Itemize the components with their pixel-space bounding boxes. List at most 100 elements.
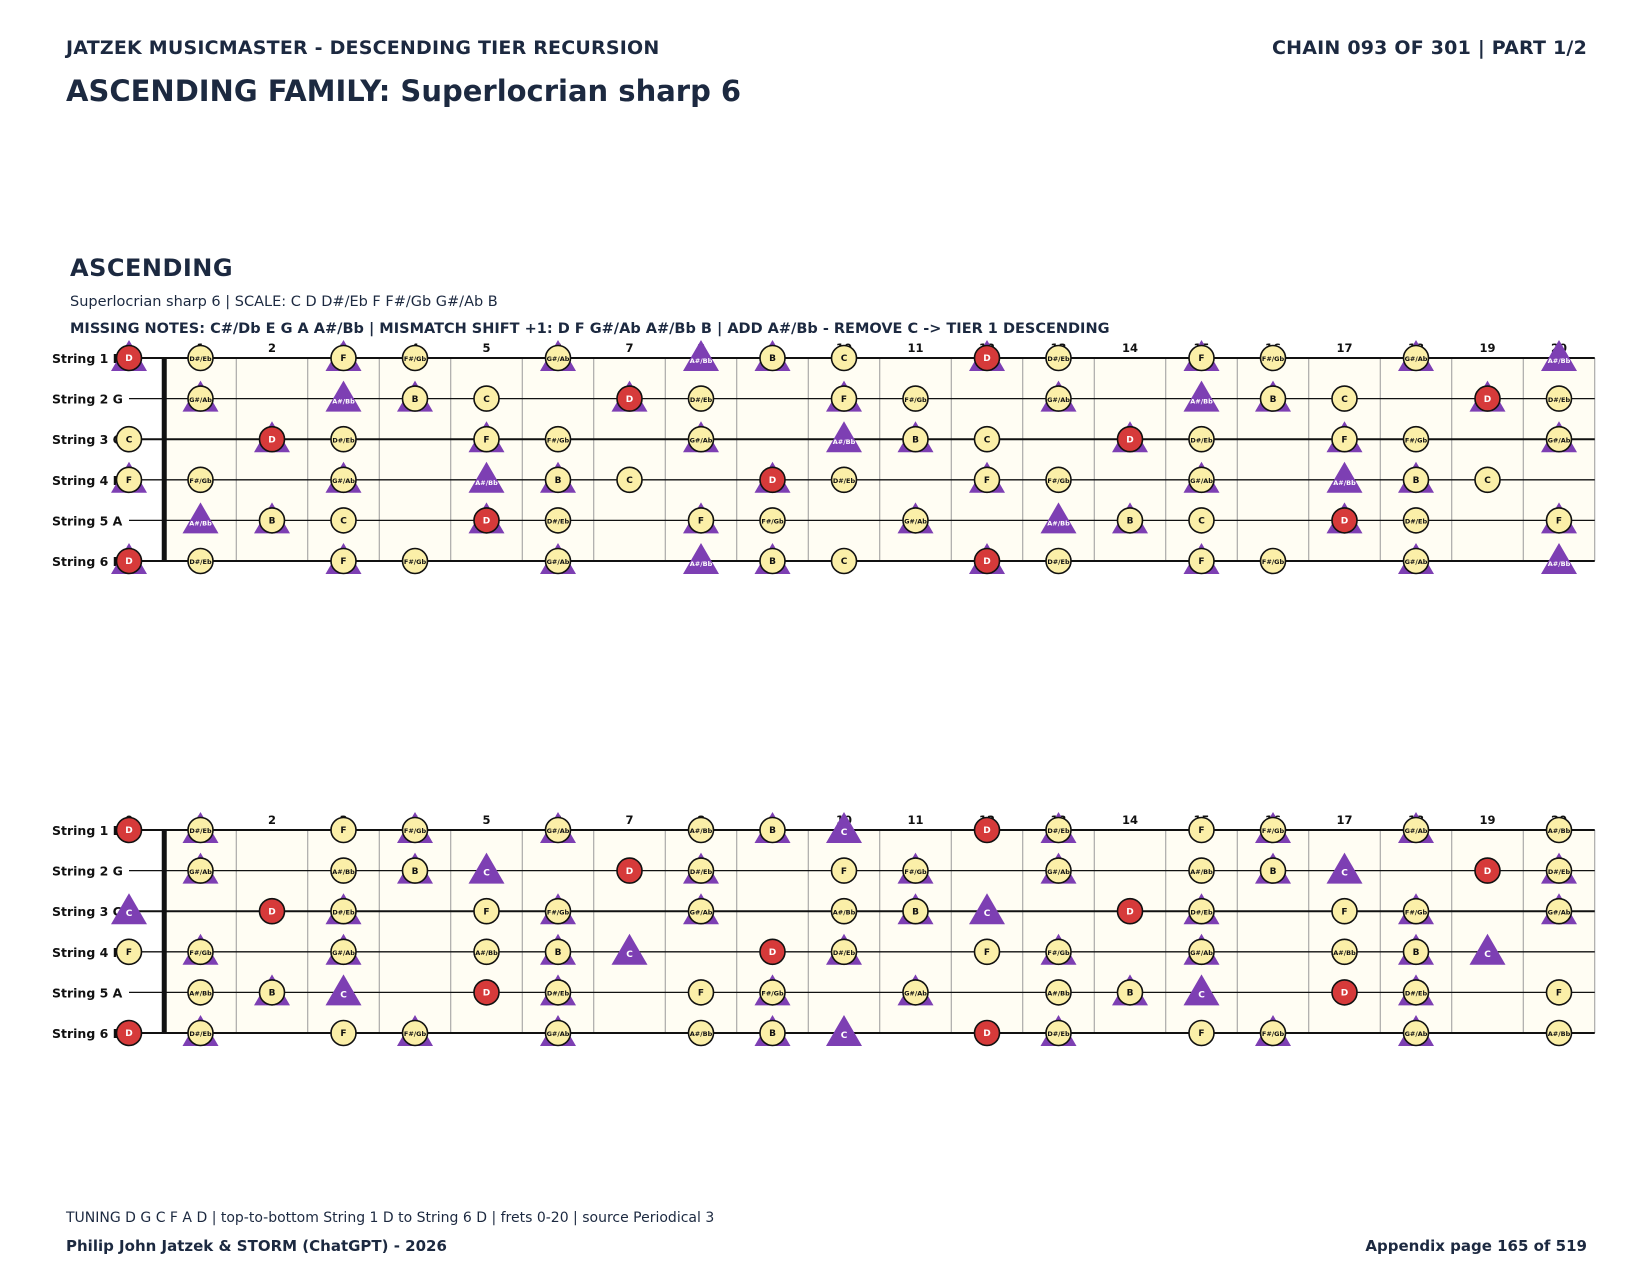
note-label: B	[269, 989, 276, 999]
string-label: String 3 C	[52, 904, 122, 919]
fret-number: 14	[1122, 341, 1138, 355]
marker-note-label: A#/Bb	[1190, 398, 1213, 406]
root-note-dot	[973, 344, 1001, 372]
triangle-marker	[1326, 852, 1363, 884]
marker-note-label: C	[1198, 990, 1205, 1000]
scale-note-dot	[902, 897, 929, 925]
note-label: G#/Ab	[1548, 908, 1571, 916]
scale-note-dot	[401, 816, 429, 844]
scale-note-dot	[330, 938, 357, 966]
note-label: A#/Bb	[1047, 990, 1070, 998]
note-label: G#/Ab	[904, 990, 927, 998]
scale-note-dot	[759, 547, 786, 575]
scale-note-dot	[687, 897, 715, 925]
fretboard-diagram-1: String 1 D String 2 G String 3 C String 4 F…	[52, 340, 1596, 575]
note-label: A#/Bb	[833, 908, 856, 916]
root-note-dot	[258, 425, 286, 453]
scale-note-dot	[687, 507, 715, 534]
string-label: String 2 G	[52, 392, 123, 407]
scale-note-dot	[1045, 385, 1072, 412]
marker-note-label: A#/Bb	[1548, 560, 1571, 568]
marker-note-label: C	[984, 909, 991, 919]
note-label: D	[483, 517, 490, 527]
scale-note-dot	[687, 816, 715, 844]
root-note-dot	[1331, 507, 1358, 534]
fret-number: 2	[268, 813, 276, 827]
scale-note-dot	[544, 897, 572, 925]
scale-note-dot	[1331, 425, 1358, 453]
note-markers: D D#/Eb F F#/Gb G#/Ab A#/Bb B C D D#/Eb F F#/Gb G#/A…	[111, 812, 1577, 1047]
note-label: A#/Bb	[189, 990, 212, 998]
note-label: D	[1126, 435, 1133, 445]
note-label: D#/Eb	[1047, 558, 1070, 566]
scale-note-dot	[401, 857, 429, 884]
note-label: G#/Ab	[332, 949, 355, 957]
note-label: D#/Eb	[1047, 827, 1070, 835]
note-label: B	[1413, 948, 1420, 958]
note-label: F#/Gb	[1262, 355, 1285, 363]
scale-note-dot	[1045, 979, 1072, 1006]
scale-note-dot	[330, 897, 357, 925]
note-label: B	[1413, 476, 1420, 486]
note-label: D	[1341, 517, 1348, 527]
note-label: D	[983, 826, 990, 836]
note-label: G#/Ab	[547, 827, 570, 835]
scale-note-dot	[902, 425, 929, 453]
note-label: F	[1198, 354, 1204, 364]
scale-note-dot	[544, 466, 572, 494]
note-label: D#/Eb	[332, 908, 355, 916]
note-label: G#/Ab	[1047, 396, 1070, 404]
note-label: D#/Eb	[547, 518, 570, 526]
triangle-marker	[1326, 461, 1363, 493]
scale-note-dot	[544, 816, 572, 844]
note-label: D#/Eb	[833, 477, 856, 485]
scale-note-dot	[1259, 816, 1287, 844]
scale-note-dot	[473, 897, 500, 925]
note-label: F#/Gb	[547, 908, 570, 916]
note-label: C	[1341, 395, 1348, 405]
scale-note-dot	[1402, 466, 1430, 494]
note-label: G#/Ab	[1548, 436, 1571, 444]
scale-note-dot	[401, 1019, 429, 1047]
scale-note-dot	[187, 979, 214, 1006]
note-label: D#/Eb	[1047, 1030, 1070, 1038]
root-note-dot	[258, 897, 286, 925]
scale-note-dot	[759, 344, 786, 372]
note-label: D#/Eb	[189, 1030, 212, 1038]
note-label: D#/Eb	[189, 558, 212, 566]
fret-number: 17	[1336, 813, 1352, 827]
scale-note-dot	[330, 857, 357, 884]
scale-note-dot	[830, 344, 858, 372]
fret-number: 19	[1479, 341, 1495, 355]
scale-note-dot	[187, 466, 214, 494]
note-label: B	[769, 354, 776, 364]
scale-note-dot	[973, 466, 1001, 494]
marker-note-label: A#/Bb	[1333, 479, 1356, 487]
page-title: ASCENDING FAMILY: Superlocrian sharp 6	[66, 74, 742, 108]
scale-note-dot	[902, 857, 929, 884]
marker-note-label: C	[1484, 950, 1491, 960]
string-label: String 6 D	[52, 1026, 123, 1041]
note-label: G#/Ab	[1405, 1030, 1428, 1038]
scale-note-dot	[687, 979, 715, 1006]
note-label: B	[769, 557, 776, 567]
fretboard-diagram-2: String 1 D String 2 G String 3 C String 4 F…	[52, 812, 1596, 1047]
nut	[161, 358, 167, 561]
marker-note-label: A#/Bb	[690, 560, 713, 568]
scale-note-dot	[759, 979, 786, 1006]
scale-note-dot	[687, 857, 715, 884]
note-label: F	[1341, 907, 1347, 917]
root-note-dot	[1474, 385, 1501, 412]
note-label: F	[126, 948, 132, 958]
note-label: B	[555, 476, 562, 486]
scale-note-dot	[1116, 979, 1144, 1006]
scale-note-dot	[1259, 857, 1287, 884]
note-label: F#/Gb	[1262, 1030, 1285, 1038]
scale-note-dot	[830, 466, 858, 494]
scale-note-dot	[1545, 1019, 1573, 1047]
fret-number: 17	[1336, 341, 1352, 355]
scale-note-dot	[187, 1019, 214, 1047]
root-note-dot	[973, 547, 1001, 575]
scale-note-dot	[1402, 425, 1430, 453]
note-label: C	[126, 435, 133, 445]
